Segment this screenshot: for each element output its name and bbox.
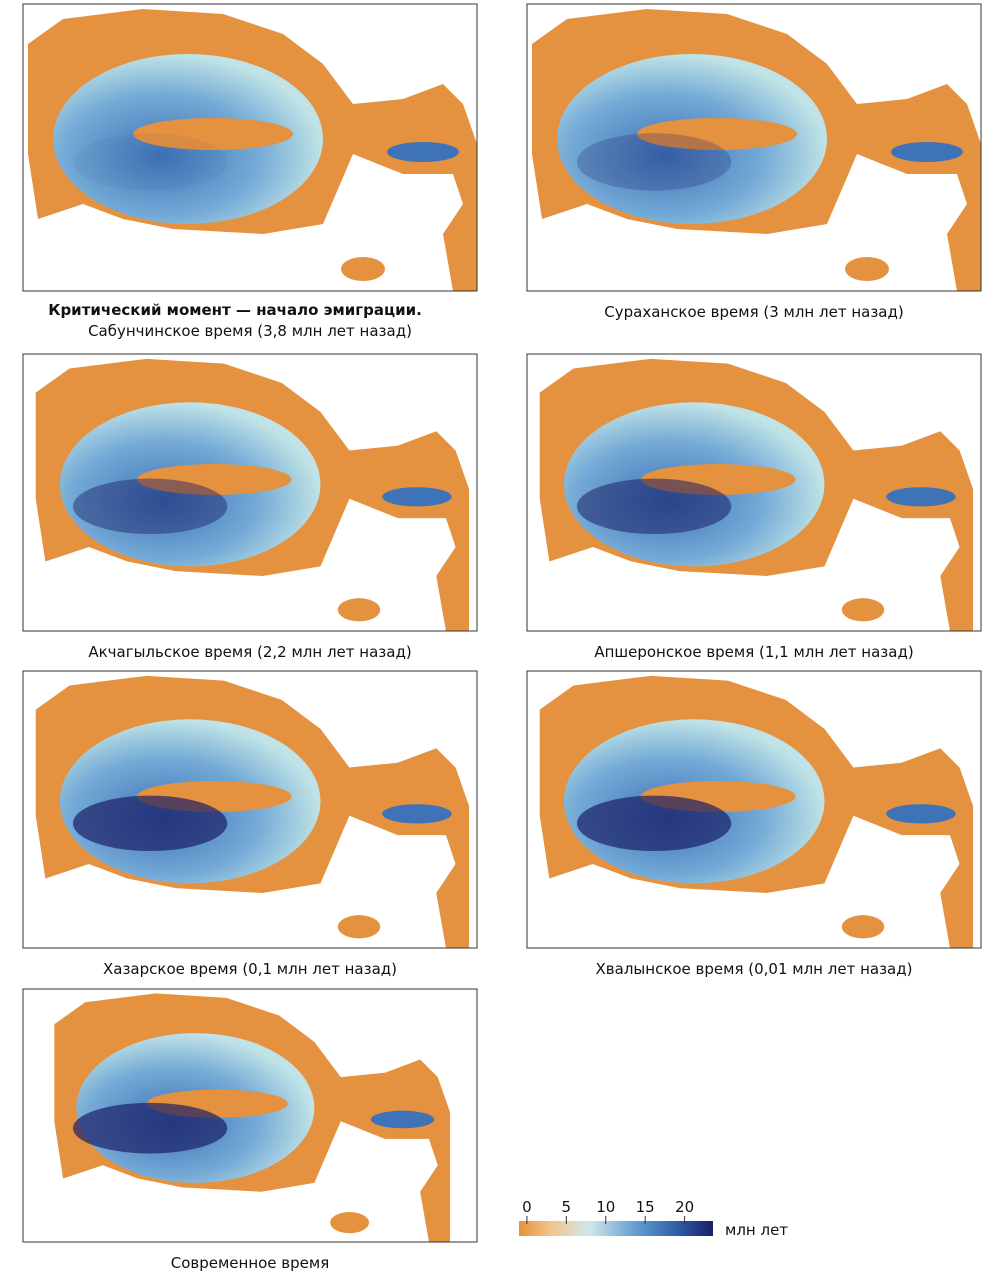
- map-frame: [22, 353, 478, 632]
- colorbar-tick-label: 5: [562, 1198, 572, 1216]
- deep-basin: [576, 478, 732, 535]
- map-frame: [22, 3, 478, 292]
- map-panel: Апшеронское время (1,1 млн лет назад): [526, 353, 982, 661]
- panel-caption: Акчагыльское время (2,2 млн лет назад): [88, 643, 411, 661]
- deep-basin: [72, 795, 228, 852]
- map-panel: Хвалынское время (0,01 млн лет назад): [526, 670, 982, 978]
- map-panel: Современное время: [22, 988, 478, 1272]
- map-frame: [22, 988, 478, 1243]
- colorbar-unit: млн лет: [725, 1221, 788, 1239]
- panel-caption: Сабунчинское время (3,8 млн лет назад): [88, 322, 412, 340]
- panel-caption: Хвалынское время (0,01 млн лет назад): [596, 960, 913, 978]
- deep-basin: [72, 478, 228, 535]
- map-panel: Хазарское время (0,1 млн лет назад): [22, 670, 478, 978]
- map-frame: [526, 670, 982, 949]
- colorbar-tick-label: 10: [596, 1198, 615, 1216]
- map-panel: Акчагыльское время (2,2 млн лет назад): [22, 353, 478, 661]
- panel-title: Критический момент — начало эмиграции.: [48, 301, 422, 319]
- map-panel: Критический момент — начало эмиграции. Са…: [22, 3, 478, 340]
- panel-caption: Современное время: [171, 1254, 330, 1272]
- colorbar-tick-label: 20: [675, 1198, 694, 1216]
- panel-caption: Хазарское время (0,1 млн лет назад): [103, 960, 397, 978]
- map-frame: [526, 353, 982, 632]
- colorbar: 0 5 10 15 20 млн лет: [519, 1198, 788, 1239]
- colorbar-bar: [519, 1221, 713, 1236]
- map-frame: [526, 3, 982, 292]
- deep-basin: [576, 795, 732, 852]
- panel-caption: Сураханское время (3 млн лет назад): [604, 303, 903, 321]
- panel-caption: Апшеронское время (1,1 млн лет назад): [594, 643, 913, 661]
- map-frame: [22, 670, 478, 949]
- deep-basin: [576, 133, 732, 191]
- deep-basin: [72, 133, 228, 191]
- map-panel: Сураханское время (3 млн лет назад): [526, 3, 982, 321]
- deep-basin: [72, 1102, 228, 1154]
- panels: Критический момент — начало эмиграции. Са…: [22, 3, 982, 1272]
- colorbar-tick-label: 0: [522, 1198, 532, 1216]
- colorbar-tick-label: 15: [636, 1198, 655, 1216]
